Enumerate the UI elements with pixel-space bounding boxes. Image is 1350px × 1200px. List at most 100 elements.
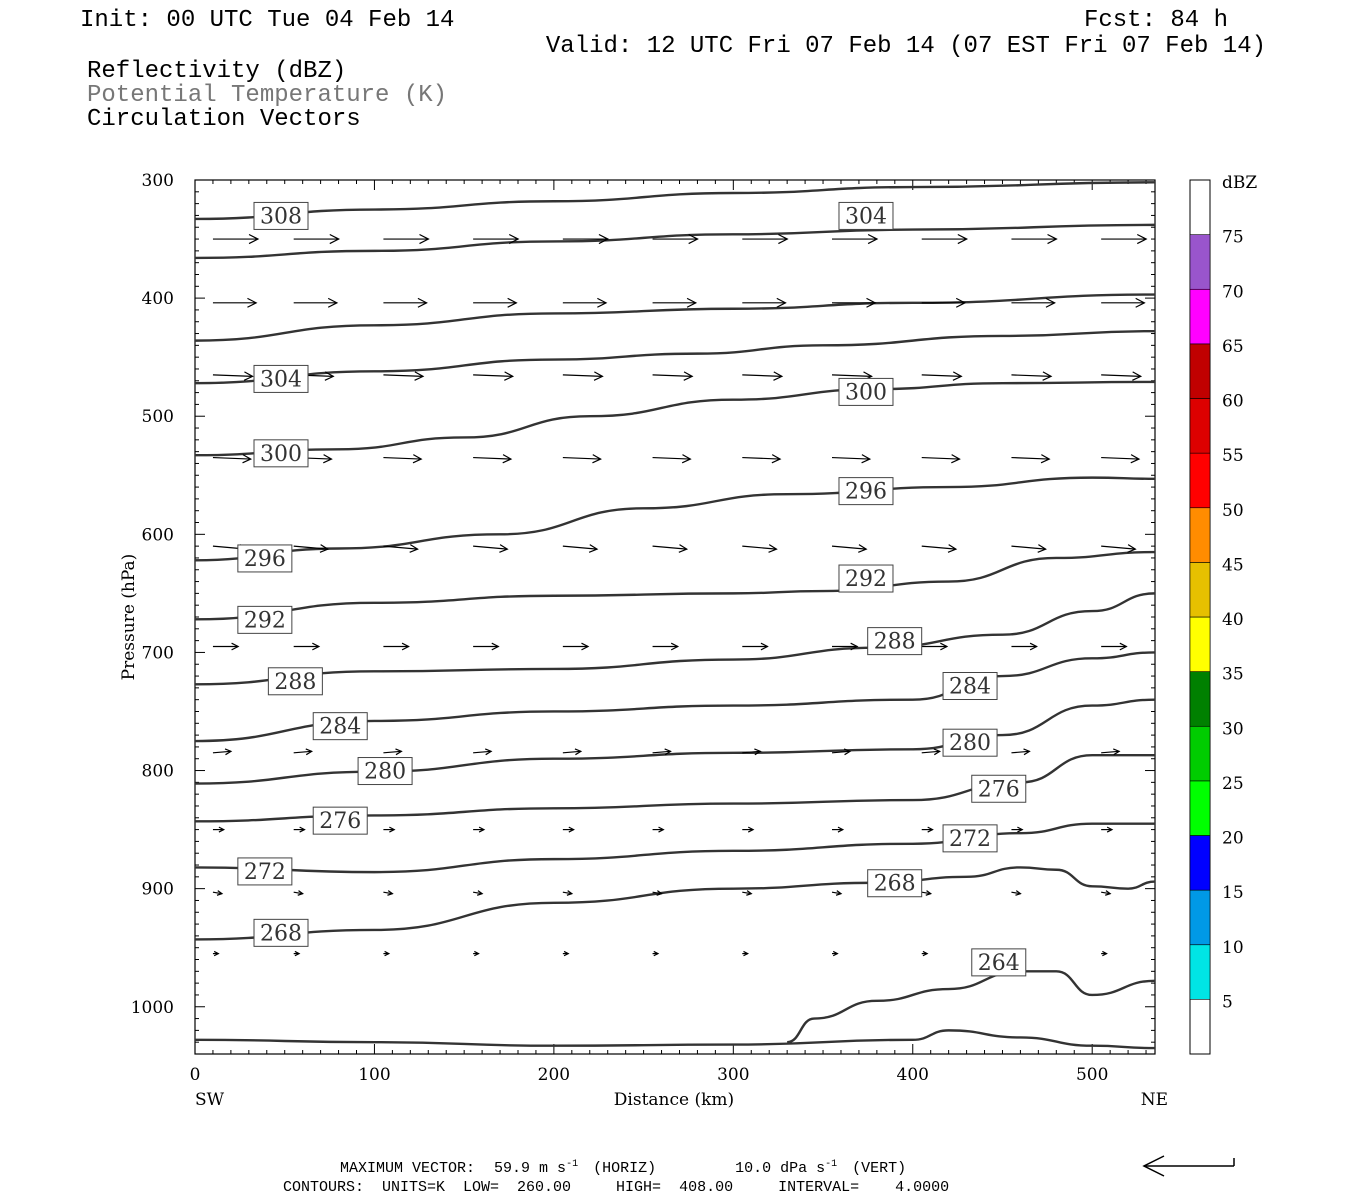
circulation-vector: [1011, 297, 1056, 308]
circulation-vector: [562, 826, 575, 833]
svg-text:300: 300: [845, 380, 887, 405]
y-tick-labels: 300 400 500 600 700 800 900 1000: [131, 171, 174, 1018]
isentrope-288: [194, 592, 1156, 686]
circulation-vector: [293, 950, 301, 957]
svg-text:288: 288: [274, 670, 316, 695]
circulation-vector: [473, 454, 513, 464]
colorbar-level-label: 5: [1222, 992, 1233, 1012]
circulation-vector: [562, 233, 610, 245]
circulation-vector: [562, 950, 570, 957]
y-tick-label: 600: [142, 525, 174, 545]
circulation-vector: [652, 642, 680, 651]
circulation-vector: [293, 233, 341, 245]
circulation-vector: [921, 544, 958, 553]
isentrope-300: [194, 380, 1156, 457]
contour-label: 280: [357, 757, 413, 786]
circulation-vector: [921, 642, 949, 651]
isentrope-272: [194, 822, 1155, 874]
circulation-vector: [742, 642, 769, 651]
circulation-vector: [473, 826, 486, 833]
svg-text:268: 268: [874, 872, 916, 897]
circulation-vector: [473, 950, 480, 957]
circulation-vector: [473, 297, 518, 308]
circulation-vector: [212, 233, 260, 245]
colorbar-band: [1189, 671, 1211, 727]
colorbar-band: [1189, 835, 1211, 891]
colorbar-band: [1189, 780, 1211, 836]
circulation-vector: [652, 297, 698, 308]
circulation-vector: [1011, 642, 1038, 651]
isentrope-264: [786, 970, 1156, 1044]
contour-label: 300: [253, 439, 309, 468]
x-tick-label: 200: [538, 1065, 570, 1085]
circulation-vector: [832, 233, 879, 245]
circulation-vector: [293, 748, 314, 756]
contour-label: 268: [867, 869, 923, 898]
circulation-vector: [1101, 826, 1114, 833]
circulation-vector: [212, 297, 258, 308]
y-tick-label: 800: [142, 762, 174, 782]
circulation-vector: [831, 454, 872, 464]
circulation-vector: [831, 748, 852, 756]
svg-text:308: 308: [260, 204, 302, 229]
circulation-vector: [652, 950, 660, 957]
circulation-vector: [742, 371, 784, 381]
isentrope-312: [194, 181, 1156, 221]
contour-label: 288: [867, 627, 923, 656]
x-tick-label: 0: [190, 1065, 201, 1085]
circulation-vector: [832, 826, 845, 833]
circulation-vector: [562, 297, 608, 308]
circulation-vector: [562, 890, 574, 896]
contour-label: 280: [942, 728, 998, 757]
circulation-vector: [921, 826, 934, 833]
svg-text:284: 284: [319, 715, 361, 740]
circulation-vector: [383, 642, 410, 651]
field-potential-temperature: Potential Temperature (K): [87, 82, 447, 109]
circulation-vector: [921, 371, 963, 381]
svg-text:300: 300: [260, 442, 302, 467]
circulation-vector: [473, 544, 509, 553]
circulation-vector: [1011, 233, 1058, 245]
colorbar-level-label: 65: [1222, 337, 1244, 357]
circulation-vector: [652, 544, 689, 553]
circulation-vector: [1101, 890, 1112, 896]
contour-label: 300: [838, 377, 894, 406]
y-tick-label: 400: [142, 289, 174, 309]
circulation-vector: [383, 826, 396, 833]
contour-label: 304: [253, 364, 309, 393]
circulation-vector: [212, 890, 224, 896]
circulation-vector: [1101, 297, 1146, 308]
colorbar-level-label: 75: [1222, 228, 1244, 248]
circulation-vector: [473, 748, 493, 756]
contour-label: 284: [312, 712, 368, 741]
circulation-vector: [1011, 826, 1024, 833]
colorbar-level-label: 60: [1222, 392, 1244, 412]
isentrope-308: [194, 293, 1156, 342]
circulation-vector: [742, 748, 762, 756]
colorbar-level-label: 15: [1222, 883, 1244, 903]
circulation-vector: [832, 297, 877, 308]
field-circulation-vectors: Circulation Vectors: [87, 106, 361, 133]
axis-ticks: [194, 179, 1155, 1055]
y-tick-label: 300: [142, 171, 174, 191]
ne-end-label: NE: [1141, 1090, 1168, 1110]
circulation-vector: [652, 454, 692, 464]
x-tick-label: 500: [1076, 1065, 1108, 1085]
isentrope-lines: [194, 181, 1156, 1050]
colorbar-level-label: 40: [1222, 610, 1244, 630]
contour-label: 264: [971, 948, 1027, 977]
circulation-vector: [473, 233, 520, 245]
circulation-vector: [383, 297, 428, 308]
colorbar-band: [1189, 944, 1211, 1000]
circulation-vector: [293, 890, 304, 896]
isentrope-unlabeled: [194, 1029, 1156, 1050]
circulation-vector: [212, 748, 233, 756]
colorbar-level-label: 45: [1222, 555, 1244, 575]
reference-vector-icon: [1142, 1155, 1235, 1177]
circulation-vector: [742, 544, 778, 553]
circulation-vector: [832, 642, 859, 651]
y-tick-label: 900: [142, 880, 174, 900]
svg-text:272: 272: [244, 860, 286, 885]
x-tick-label: 400: [897, 1065, 929, 1085]
